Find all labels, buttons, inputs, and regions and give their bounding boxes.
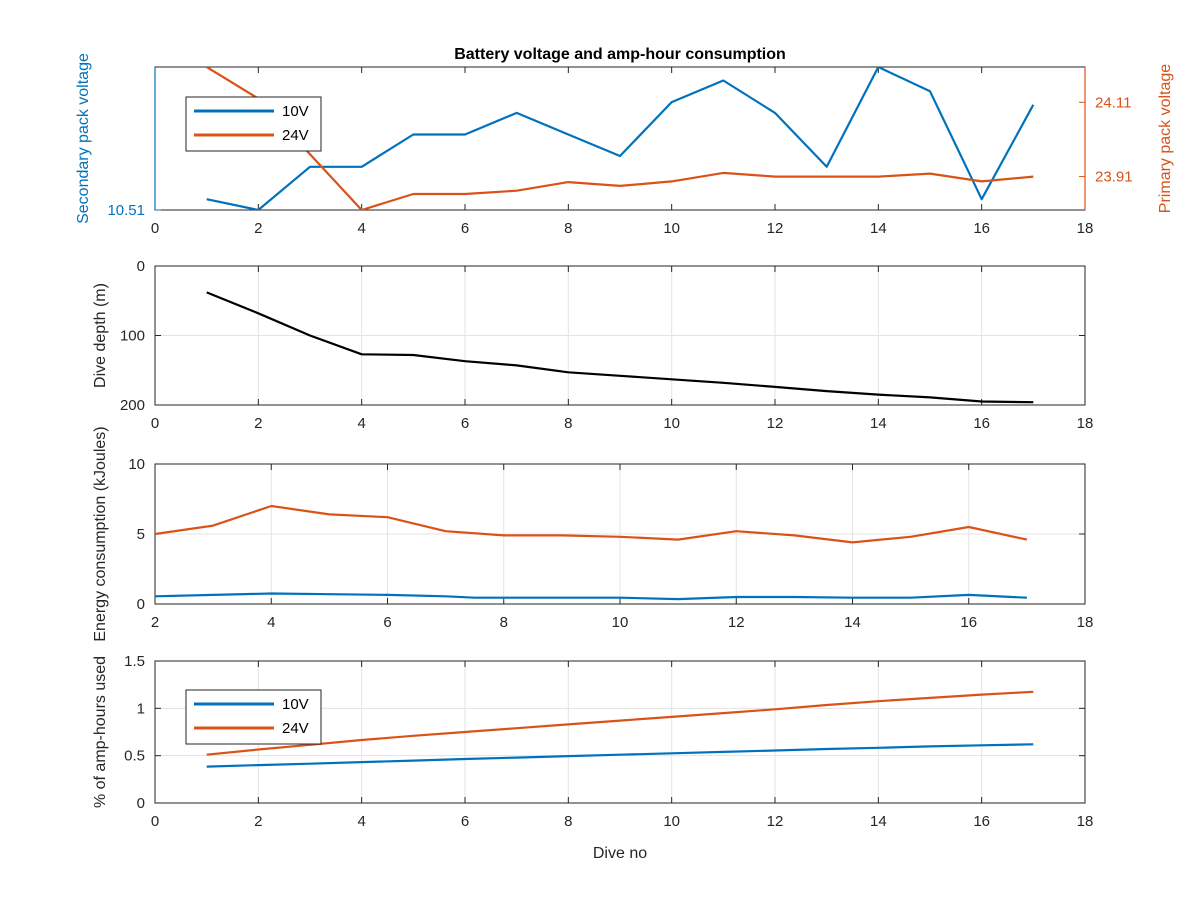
- p4-series-1: [206, 690, 1034, 756]
- p4-xlabel: Dive no: [593, 845, 647, 862]
- p4-ytick-label-2: 1: [137, 700, 145, 717]
- p4-xtick-label-4: 8: [564, 813, 572, 830]
- p4-xtick-label-6: 12: [767, 813, 784, 830]
- panel-dive-depth: 0 2 4 6 8 10 12 14 16 18 0 100 200 Dive depth (m): [92, 258, 1093, 432]
- p2-ytick-label-0: 0: [137, 258, 145, 275]
- p4-series-0: [206, 743, 1034, 768]
- p4-legend-label-0: 10V: [282, 696, 309, 713]
- p4-ylabel: % of amp-hours used: [92, 656, 109, 808]
- p4-xtick-label-3: 6: [461, 813, 469, 830]
- p3-xtick-label-8: 18: [1077, 614, 1094, 631]
- p2-xtick-label-3: 6: [461, 415, 469, 432]
- p1-series-10v: [206, 67, 1035, 210]
- p1-ylabel-left: Secondary pack voltage: [75, 53, 92, 224]
- p3-xtick-label-0: 2: [151, 614, 159, 631]
- panel-battery-voltage: 0 2 4 6 8 10 12 14 16 18 10.51 23.91 24.11 Battery vo…: [75, 46, 1174, 237]
- p4-frame: [154, 660, 1086, 804]
- p1-xtick-label-4: 8: [564, 220, 572, 237]
- p1-xtick-label-5: 10: [663, 220, 680, 237]
- p4-xtick-label-0: 0: [151, 813, 159, 830]
- p4-xtick-label-1: 2: [254, 813, 262, 830]
- p2-xtick-label-0: 0: [151, 415, 159, 432]
- p2-xtick-label-1: 2: [254, 415, 262, 432]
- p1-xtick-label-9: 18: [1077, 220, 1094, 237]
- p3-xtick-label-5: 12: [728, 614, 745, 631]
- p4-xtick-label-8: 16: [973, 813, 990, 830]
- p1-xtick-label-8: 16: [973, 220, 990, 237]
- p1-legend-label-0: 10V: [282, 103, 309, 120]
- p2-ylabel: Dive depth (m): [92, 283, 109, 388]
- p3-xtick-label-3: 8: [500, 614, 508, 631]
- p3-series-0: [155, 592, 1027, 601]
- p1-legend-box: [185, 96, 322, 152]
- p1-xtick-label-7: 14: [870, 220, 887, 237]
- p2-ytick-label-2: 200: [120, 397, 145, 414]
- p1-series-24v: [206, 67, 1034, 210]
- p4-ytick-label-0: 0: [137, 795, 145, 812]
- p3-xtick-label-2: 6: [383, 614, 391, 631]
- p2-xtick-label-2: 4: [357, 415, 365, 432]
- p2-xtick-label-7: 14: [870, 415, 887, 432]
- p2-xtick-label-6: 12: [767, 415, 784, 432]
- p3-ytick-label-1: 5: [137, 526, 145, 543]
- p4-ytick-label-1: 0.5: [124, 748, 145, 765]
- p3-ylabel: Energy consumption (kJoules): [92, 426, 109, 641]
- p4-legend-box: [185, 689, 322, 745]
- p3-ytick-label-2: 10: [128, 456, 145, 473]
- p1-xtick-label-2: 4: [357, 220, 365, 237]
- p2-series-0: [206, 291, 1034, 404]
- p4-ytick-label-3: 1.5: [124, 653, 145, 670]
- p3-series-1: [155, 504, 1028, 544]
- p1-ytick-left-label-0: 10.51: [107, 202, 145, 219]
- p2-xtick-label-9: 18: [1077, 415, 1094, 432]
- p1-ylabel-right: Primary pack voltage: [1157, 64, 1174, 213]
- p1-legend-label-1: 24V: [282, 127, 309, 144]
- p2-ytick-label-1: 100: [120, 328, 145, 345]
- p3-xtick-label-7: 16: [960, 614, 977, 631]
- p1-xtick-label-6: 12: [767, 220, 784, 237]
- p4-xtick-label-9: 18: [1077, 813, 1094, 830]
- chart-title: Battery voltage and amp-hour consumption: [454, 46, 786, 63]
- p3-ytick-label-0: 0: [137, 596, 145, 613]
- p1-xtick-label-1: 2: [254, 220, 262, 237]
- p1-xtick-label-0: 0: [151, 220, 159, 237]
- p2-xtick-label-5: 10: [663, 415, 680, 432]
- p2-xtick-label-4: 8: [564, 415, 572, 432]
- p3-xtick-label-4: 10: [612, 614, 629, 631]
- p1-ytick-right-label-0: 23.91: [1095, 169, 1133, 186]
- p2-xtick-label-8: 16: [973, 415, 990, 432]
- p1-ytick-right-label-1: 24.11: [1095, 94, 1131, 111]
- p4-xtick-label-2: 4: [357, 813, 365, 830]
- p4-legend-label-1: 24V: [282, 720, 309, 737]
- p4-xtick-label-5: 10: [663, 813, 680, 830]
- p3-xtick-label-1: 4: [267, 614, 275, 631]
- p1-xtick-label-3: 6: [461, 220, 469, 237]
- p3-xtick-label-6: 14: [844, 614, 861, 631]
- panel-amp-hours: 0 2 4 6 8 10 12 14 16 18 0 0.5 1 1.5 % of amp-hours us…: [92, 653, 1093, 862]
- panel-energy-consumption: 2 4 6 8 10 12 14 16 18 0 5 10 Energy consumption (kJ…: [92, 426, 1093, 641]
- p4-xtick-label-7: 14: [870, 813, 887, 830]
